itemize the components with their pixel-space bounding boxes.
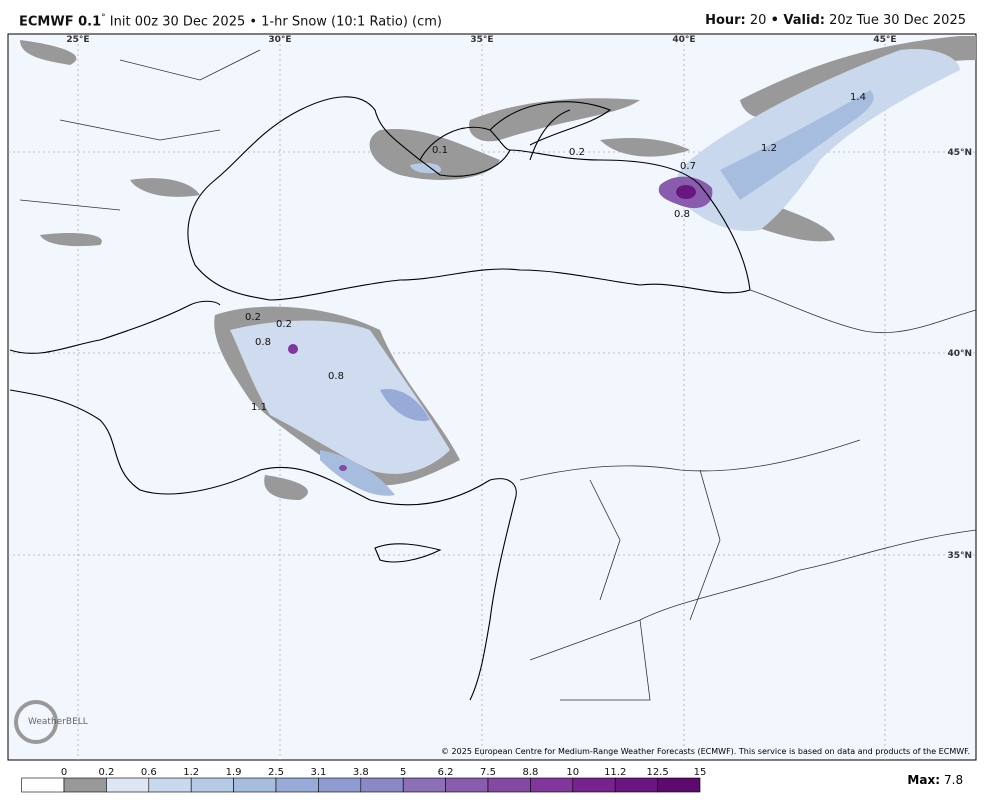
contour-label: 0.2 (276, 319, 292, 330)
valid-info: Hour: 20 • Valid: 20z Tue 30 Dec 2025 (705, 13, 966, 28)
colorbar-box (402, 777, 446, 793)
lon-label: 40°E (672, 35, 695, 45)
copyright: © 2025 European Centre for Medium-Range … (441, 747, 970, 756)
colorbar-label: 0.6 (141, 767, 157, 778)
colorbar-box (21, 777, 65, 793)
colorbar-label: 12.5 (646, 767, 668, 778)
colorbar-box (360, 777, 404, 793)
coastlines (9, 96, 751, 701)
max-label: Max: (907, 773, 940, 787)
contour-label: 0.8 (674, 209, 690, 220)
title: ECMWF 0.1° Init 00z 30 Dec 2025 • 1-hr S… (19, 13, 442, 29)
borders (19, 49, 977, 701)
valid-label: • Valid: (770, 13, 825, 28)
colorbar-box (445, 777, 489, 793)
contour-label: 0.7 (680, 161, 696, 172)
colorbar-box (63, 777, 107, 793)
hour-label: Hour: (705, 13, 746, 28)
colorbar-label: 3.1 (310, 767, 326, 778)
model: ECMWF 0.1 (19, 14, 102, 30)
lat-label: 35°N (947, 551, 972, 561)
logo: WeatherBELL (14, 700, 88, 744)
colorbar-label: 1.2 (183, 767, 199, 778)
contour-label: 0.8 (328, 371, 344, 382)
colorbar-box (487, 777, 531, 793)
valid: 20z Tue 30 Dec 2025 (829, 13, 966, 28)
colorbar-label: 1.9 (226, 767, 242, 778)
colorbar-label: 6.2 (438, 767, 454, 778)
contour-label: 0.1 (432, 145, 448, 156)
colorbar-label: 0.2 (98, 767, 114, 778)
colorbar-box (106, 777, 150, 793)
lat-label: 40°N (947, 349, 972, 359)
colorbar-label: 11.2 (604, 767, 626, 778)
colorbar-box (275, 777, 319, 793)
lon-label: 25°E (66, 35, 89, 45)
colorbar-label: 8.8 (522, 767, 538, 778)
colorbar-label: 7.5 (480, 767, 496, 778)
colorbar-box (572, 777, 616, 793)
contour-label: 1.1 (251, 402, 267, 413)
degree: ° (101, 13, 106, 23)
contour-label: 0.8 (255, 337, 271, 348)
colorbar-box (657, 777, 701, 793)
colorbar-label: 3.8 (353, 767, 369, 778)
lon-label: 30°E (268, 35, 291, 45)
logo-text: WeatherBELL (28, 717, 88, 727)
contour-label: 1.4 (850, 92, 866, 103)
colorbar-box (530, 777, 574, 793)
colorbar-box (190, 777, 234, 793)
colorbar-box (614, 777, 658, 793)
hour: 20 (749, 13, 767, 28)
contour-label: 0.2 (569, 147, 585, 158)
max-value: 7.8 (944, 773, 963, 787)
contour-label: 0.2 (245, 312, 261, 323)
colorbar-label: 10 (566, 767, 579, 778)
lon-label: 35°E (470, 35, 493, 45)
colorbar-label: 2.5 (268, 767, 284, 778)
colorbar-box (233, 777, 277, 793)
colorbar-label: 5 (400, 767, 406, 778)
snow-blue (230, 49, 960, 496)
lat-label: 45°N (947, 148, 972, 158)
colorbar-label: 15 (694, 767, 707, 778)
colorbar-label: 0 (61, 767, 67, 778)
colorbar-box (148, 777, 192, 793)
lon-label: 45°E (873, 35, 896, 45)
contour-label: 1.2 (761, 143, 777, 154)
colorbar-box (318, 777, 362, 793)
subtitle: Init 00z 30 Dec 2025 • 1-hr Snow (10:1 R… (109, 14, 442, 30)
